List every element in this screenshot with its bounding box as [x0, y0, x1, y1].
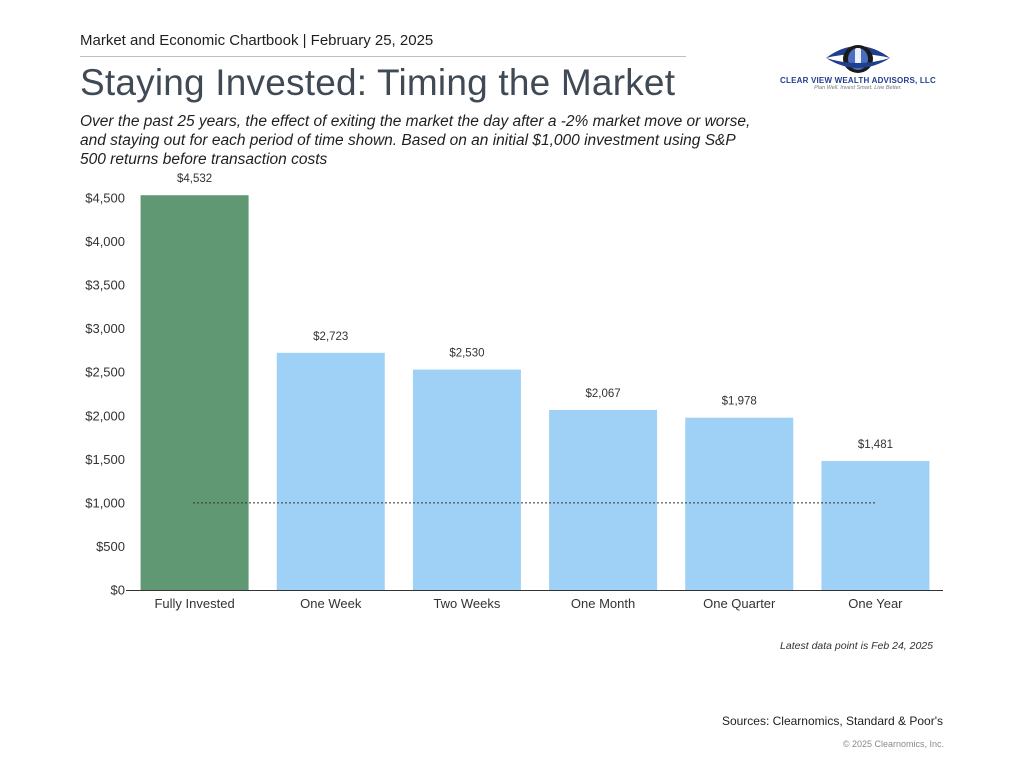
header-divider — [80, 56, 686, 57]
eye-logo-icon — [826, 45, 890, 73]
data-label: $4,532 — [177, 173, 212, 185]
y-tick-label: $3,500 — [85, 278, 125, 293]
logo-name: CLEAR VIEW WEALTH ADVISORS, LLC — [780, 76, 936, 85]
y-tick-label: $2,000 — [85, 408, 125, 423]
y-tick-label: $4,000 — [85, 234, 125, 249]
bar — [821, 460, 930, 590]
company-logo: CLEAR VIEW WEALTH ADVISORS, LLC Plan Wel… — [780, 38, 936, 96]
data-label: $2,723 — [313, 331, 348, 343]
bar — [276, 352, 385, 590]
y-tick-label: $500 — [96, 539, 125, 554]
data-label: $1,978 — [722, 396, 757, 408]
y-tick-label: $1,500 — [85, 452, 125, 467]
sources-text: Sources: Clearnomics, Standard & Poor's — [721, 714, 943, 728]
bar — [685, 417, 794, 590]
y-tick-label: $2,500 — [85, 365, 125, 380]
bar — [412, 369, 521, 590]
x-category-label: Two Weeks — [433, 596, 500, 611]
y-tick-label: $0 — [111, 583, 125, 598]
copyright-text: © 2025 Clearnomics, Inc. — [842, 739, 944, 749]
chart-subtitle: Over the past 25 years, the effect of ex… — [80, 113, 751, 168]
latest-data-note: Latest data point is Feb 24, 2025 — [780, 640, 933, 652]
x-category-label: One Year — [848, 596, 903, 611]
bar — [140, 195, 249, 590]
data-label: $2,530 — [449, 348, 484, 360]
bar — [549, 409, 658, 590]
data-label: $1,481 — [858, 439, 893, 451]
x-category-label: One Week — [300, 596, 362, 611]
y-tick-label: $1,000 — [85, 495, 125, 510]
x-category-label: One Month — [571, 596, 635, 611]
y-tick-label: $3,000 — [85, 321, 125, 336]
y-tick-label: $4,500 — [85, 191, 125, 206]
logo-tagline: Plan Well. Invest Smart. Live Better. — [814, 85, 902, 91]
x-category-label: One Quarter — [703, 596, 776, 611]
data-label: $2,067 — [585, 388, 620, 400]
chartbook-header: Market and Economic Chartbook | February… — [80, 32, 434, 49]
x-category-label: Fully Invested — [154, 596, 234, 611]
page-title: Staying Invested: Timing the Market — [80, 62, 676, 103]
